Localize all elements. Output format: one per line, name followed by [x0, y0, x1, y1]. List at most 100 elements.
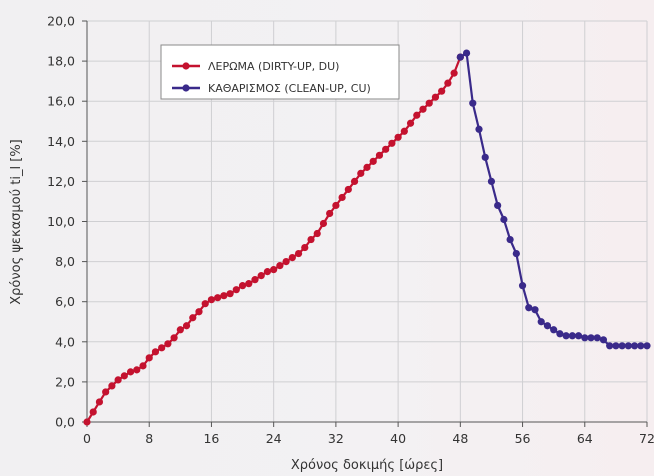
data-point-dirty-up [257, 272, 265, 280]
data-point-clean-up [462, 49, 471, 57]
data-point-clean-up [568, 332, 576, 340]
data-point-clean-up [556, 330, 564, 338]
data-point-dirty-up [201, 300, 209, 308]
data-point-dirty-up [114, 376, 122, 384]
data-point-dirty-up [369, 157, 377, 165]
data-point-clean-up [500, 215, 508, 224]
x-tick-label: 16 [203, 431, 219, 446]
data-point-clean-up [481, 153, 489, 161]
data-point-dirty-up [226, 290, 234, 298]
data-point-clean-up [643, 342, 651, 350]
y-tick-label: 12,0 [47, 174, 75, 189]
data-point-clean-up [518, 282, 527, 290]
data-point-clean-up [475, 125, 483, 133]
y-tick-label: 10,0 [47, 214, 75, 229]
data-point-dirty-up [400, 127, 408, 135]
data-point-dirty-up [108, 382, 116, 390]
data-point-clean-up [531, 306, 539, 314]
data-point-dirty-up [406, 119, 415, 127]
axes [82, 20, 648, 427]
data-point-clean-up [587, 334, 595, 342]
data-point-dirty-up [207, 296, 216, 304]
data-point-clean-up [543, 322, 552, 330]
data-point-dirty-up [89, 408, 97, 416]
data-point-dirty-up [332, 201, 340, 210]
data-point-dirty-up [450, 69, 458, 77]
data-point-dirty-up [394, 133, 402, 141]
data-point-dirty-up [294, 249, 303, 258]
data-point-dirty-up [263, 268, 272, 276]
data-point-dirty-up [139, 362, 147, 370]
legend-marker-dirty-up [182, 62, 190, 70]
x-tick-label: 48 [452, 431, 468, 446]
data-point-dirty-up [388, 139, 396, 147]
data-point-dirty-up [350, 177, 359, 185]
data-point-dirty-up [195, 308, 203, 316]
y-tick-label: 2,0 [55, 374, 75, 389]
data-point-clean-up [618, 342, 626, 350]
data-point-dirty-up [176, 326, 184, 334]
data-point-dirty-up [151, 348, 160, 356]
data-point-dirty-up [102, 388, 110, 396]
legend-label-dirty-up: ΛΕΡΩΜΑ (DIRTY-UP, DU) [208, 60, 339, 73]
data-point-clean-up [637, 342, 645, 350]
data-point-dirty-up [95, 398, 104, 406]
data-point-dirty-up [419, 105, 427, 113]
data-point-clean-up [537, 318, 545, 326]
data-point-dirty-up [438, 87, 446, 95]
data-point-dirty-up [232, 286, 240, 294]
data-point-clean-up [562, 332, 570, 340]
data-point-dirty-up [431, 93, 440, 101]
data-point-dirty-up [164, 340, 172, 348]
data-point-dirty-up [326, 209, 334, 218]
x-tick-label: 56 [515, 431, 531, 446]
y-tick-label: 8,0 [55, 254, 75, 269]
data-point-clean-up [487, 177, 496, 185]
x-axis-title: Χρόνος δοκιμής [ώρες] [291, 458, 443, 473]
data-point-dirty-up [357, 169, 365, 177]
data-point-clean-up [469, 99, 477, 107]
data-point-clean-up [456, 53, 464, 61]
data-point-clean-up [512, 249, 520, 258]
data-point-dirty-up [126, 368, 135, 376]
x-tick-label: 32 [328, 431, 344, 446]
tick-labels: 0 8 16 24 32 40 48 56 64 72 0,0 2,0 4,0 6,0 8,0 10,0 12,… [47, 14, 654, 447]
legend-marker-clean-up [182, 84, 190, 92]
data-point-dirty-up [413, 111, 421, 119]
data-point-dirty-up [220, 292, 228, 300]
data-point-dirty-up [319, 219, 328, 228]
data-point-clean-up [624, 342, 632, 350]
data-point-dirty-up [363, 163, 371, 171]
y-tick-label: 18,0 [47, 54, 75, 69]
data-point-clean-up [506, 235, 514, 244]
legend: ΛΕΡΩΜΑ (DIRTY-UP, DU) ΚΑΘΑΡΙΣΜΟΣ (CLEAN-… [160, 44, 400, 100]
data-point-clean-up [593, 334, 601, 342]
data-point-dirty-up [338, 193, 346, 202]
x-tick-label: 64 [577, 431, 593, 446]
data-point-dirty-up [133, 366, 141, 374]
data-point-clean-up [494, 201, 502, 210]
data-point-dirty-up [282, 258, 290, 266]
data-point-dirty-up [214, 294, 222, 302]
data-point-clean-up [599, 336, 608, 344]
data-point-dirty-up [307, 235, 315, 244]
y-tick-label: 4,0 [55, 334, 75, 349]
y-tick-label: 6,0 [55, 294, 75, 309]
data-point-dirty-up [444, 79, 452, 87]
y-tick-label: 0,0 [55, 415, 75, 430]
data-point-dirty-up [313, 229, 321, 238]
data-point-dirty-up [83, 418, 91, 426]
y-axis-title: Χρόνος ψεκασμού ti_l [%] [9, 139, 24, 305]
data-point-clean-up [525, 304, 533, 312]
x-tick-label: 24 [266, 431, 282, 446]
data-point-dirty-up [425, 99, 433, 107]
data-point-dirty-up [288, 253, 296, 262]
data-point-dirty-up [145, 354, 153, 362]
data-point-dirty-up [189, 314, 197, 322]
data-point-dirty-up [301, 243, 309, 252]
legend-box [160, 44, 400, 100]
data-point-dirty-up [245, 280, 253, 288]
data-point-dirty-up [158, 344, 166, 352]
data-point-clean-up [606, 342, 614, 350]
